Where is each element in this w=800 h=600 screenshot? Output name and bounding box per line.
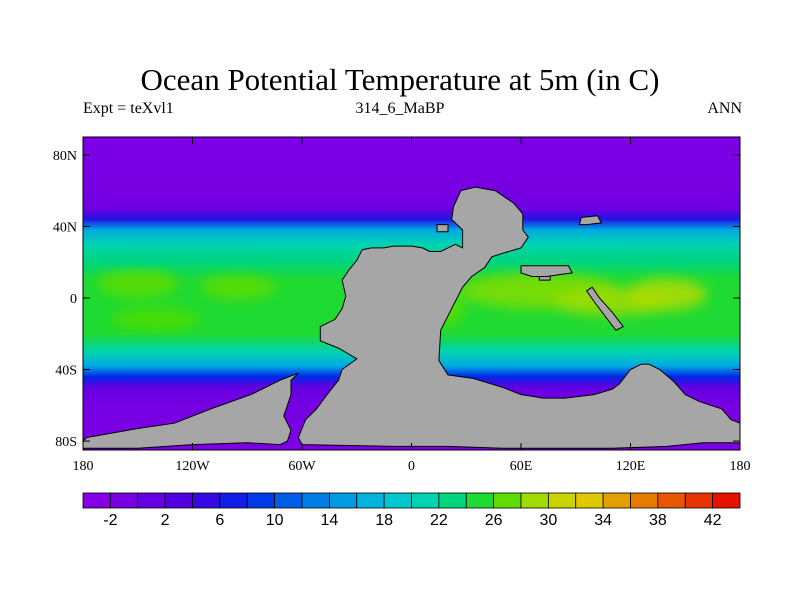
land-east-terrane: [585, 286, 624, 331]
x-tick-label-5: 120E: [616, 459, 646, 474]
time-label: 314_6_MaBP: [355, 100, 445, 117]
colorbar: -2 2 6 10 14 18 22 26 30 34 38 42: [82, 492, 741, 529]
land-layer: [83, 186, 740, 449]
y-tick-label-2: 0: [70, 292, 77, 307]
map-title: Ocean Potential Temperature at 5m (in C): [140, 62, 660, 97]
colorbar-box-23: [712, 492, 741, 509]
colorbar-box-16: [520, 492, 549, 509]
colorbar-box-5: [219, 492, 248, 509]
map-area[interactable]: [83, 137, 740, 450]
colorbar-label-6: 22: [430, 512, 448, 529]
colorbar-box-11: [383, 492, 412, 509]
colorbar-box-3: [164, 492, 193, 509]
season-label: ANN: [707, 100, 742, 117]
land-pangea-main: [297, 186, 740, 449]
y-tick-label-1: 40N: [53, 220, 77, 235]
colorbar-box-2: [137, 492, 166, 509]
colorbar-box-22: [684, 492, 714, 509]
warm-pool-1: [111, 307, 201, 332]
experiment-label: Expt = teXvl1: [83, 100, 174, 117]
colorbar-box-1: [109, 492, 139, 509]
colorbar-label-1: 2: [161, 512, 170, 529]
colorbar-box-10: [356, 492, 385, 509]
colorbar-label-10: 38: [649, 512, 667, 529]
x-tick-label-6: 180: [730, 459, 751, 474]
warm-pool-0: [97, 269, 178, 298]
colorbar-box-18: [575, 492, 604, 509]
y-tick-label-4: 80S: [55, 435, 77, 450]
colorbar-label-5: 18: [375, 512, 393, 529]
land-small-island: [436, 224, 449, 233]
colorbar-box-9: [328, 492, 358, 509]
colorbar-box-8: [301, 492, 330, 509]
colorbar-box-19: [602, 492, 631, 509]
colorbar-box-17: [547, 492, 577, 509]
colorbar-box-6: [246, 492, 276, 509]
colorbar-label-7: 26: [485, 512, 503, 529]
colorbar-box-13: [438, 492, 467, 509]
colorbar-box-7: [274, 492, 303, 509]
colorbar-label-0: -2: [103, 512, 117, 529]
warm-pool-2: [200, 275, 277, 300]
colorbar-box-14: [465, 492, 495, 509]
colorbar-box-21: [657, 492, 686, 509]
colorbar-box-20: [630, 492, 659, 509]
land-antarctic-arm: [83, 372, 299, 449]
axis-ticks: 180 120W 60W 0 60E 120E 180 80N 40N 0 40S 80S: [53, 137, 751, 474]
x-tick-label-4: 60E: [510, 459, 533, 474]
land-north-china: [578, 215, 603, 226]
colorbar-box-12: [411, 492, 440, 509]
x-tick-label-2: 60W: [288, 459, 316, 474]
land-asia-block: [520, 265, 573, 277]
colorbar-label-2: 6: [215, 512, 224, 529]
x-tick-label-0: 180: [73, 459, 94, 474]
colorbar-label-3: 10: [266, 512, 284, 529]
x-tick-label-3: 0: [408, 459, 415, 474]
colorbar-label-4: 14: [320, 512, 338, 529]
y-tick-label-3: 40S: [55, 364, 77, 379]
colorbar-label-9: 34: [594, 512, 612, 529]
colorbar-label-11: 42: [704, 512, 722, 529]
colorbar-box-0: [82, 492, 111, 509]
colorbar-box-15: [493, 492, 522, 509]
colorbar-box-4: [192, 492, 221, 509]
y-tick-label-0: 80N: [53, 149, 77, 164]
x-tick-label-1: 120W: [175, 459, 210, 474]
colorbar-label-8: 30: [539, 512, 557, 529]
warm-pool-5: [627, 278, 707, 311]
